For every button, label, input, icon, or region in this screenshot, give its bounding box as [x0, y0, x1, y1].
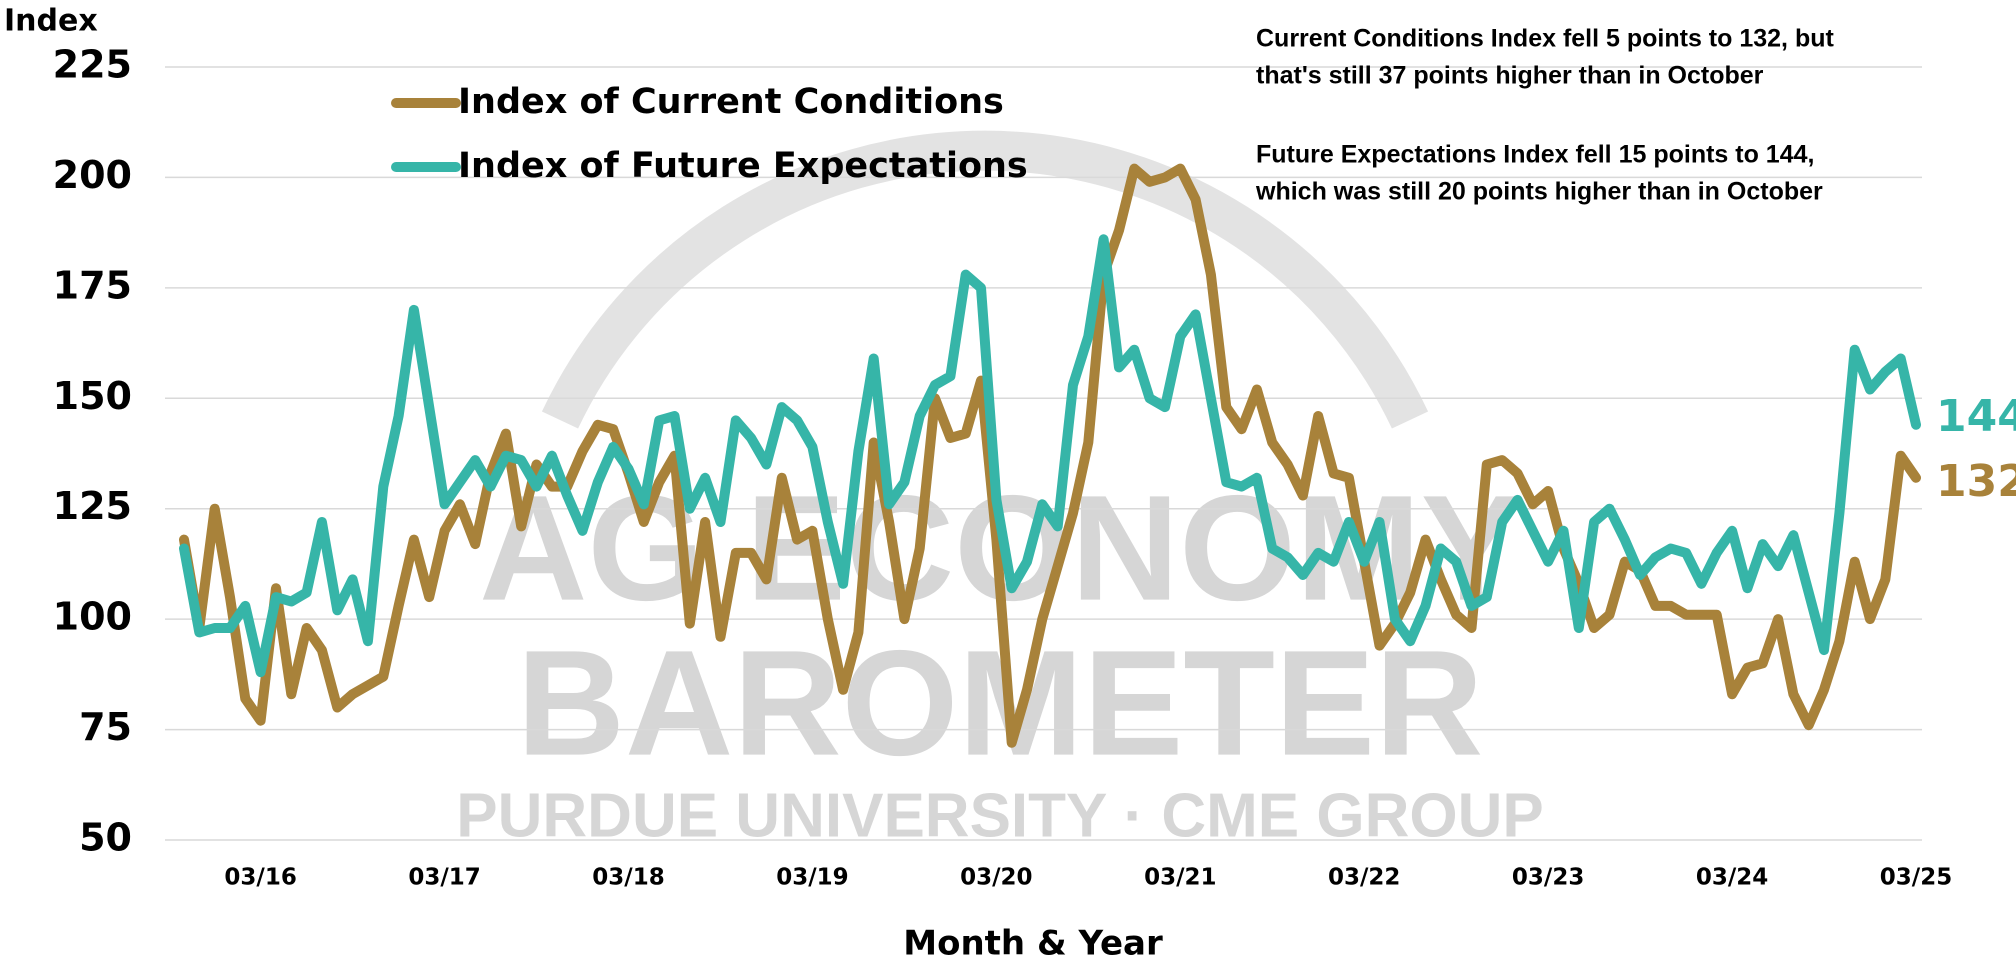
- x-tick-label: 03/18: [592, 865, 664, 891]
- y-tick-label: 100: [53, 595, 132, 639]
- annotation: Future Expectations Index fell 15 points…: [1256, 141, 1814, 169]
- y-tick-label: 200: [53, 153, 132, 197]
- x-tick-label: 03/21: [1144, 865, 1216, 891]
- x-axis-title: Month & Year: [903, 924, 1163, 961]
- watermark-gauge: [541, 130, 1429, 429]
- end-value-label: 132: [1936, 456, 2016, 507]
- x-tick-label: 03/16: [224, 865, 296, 891]
- annotation: Current Conditions Index fell 5 points t…: [1256, 25, 1834, 53]
- y-tick-label: 225: [53, 43, 132, 87]
- end-value-label: 144: [1936, 391, 2016, 442]
- legend-label: Index of Current Conditions: [458, 82, 1004, 122]
- x-tick-label: 03/24: [1696, 865, 1768, 891]
- legend-label: Index of Future Expectations: [458, 146, 1028, 186]
- y-tick-label: 150: [53, 374, 132, 418]
- x-tick-label: 03/22: [1328, 865, 1400, 891]
- annotation: which was still 20 points higher than in…: [1255, 178, 1823, 206]
- y-tick-label: 175: [53, 263, 132, 307]
- y-tick-label: 50: [79, 816, 132, 860]
- x-tick-label: 03/20: [960, 865, 1032, 891]
- y-tick-label: 75: [79, 705, 132, 749]
- y-tick-label: 125: [53, 484, 132, 528]
- x-tick-label: 03/25: [1880, 865, 1952, 891]
- series-line: [179, 163, 1921, 748]
- watermark-text: PURDUE UNIVERSITY · CME GROUP: [456, 781, 1543, 850]
- x-tick-label: 03/23: [1512, 865, 1584, 891]
- y-axis-title: Index: [4, 4, 98, 39]
- x-tick-label: 03/19: [776, 865, 848, 891]
- annotation: that's still 37 points higher than in Oc…: [1256, 62, 1764, 90]
- x-tick-label: 03/17: [408, 865, 480, 891]
- series-line: [179, 234, 1921, 678]
- plot: [179, 163, 1921, 748]
